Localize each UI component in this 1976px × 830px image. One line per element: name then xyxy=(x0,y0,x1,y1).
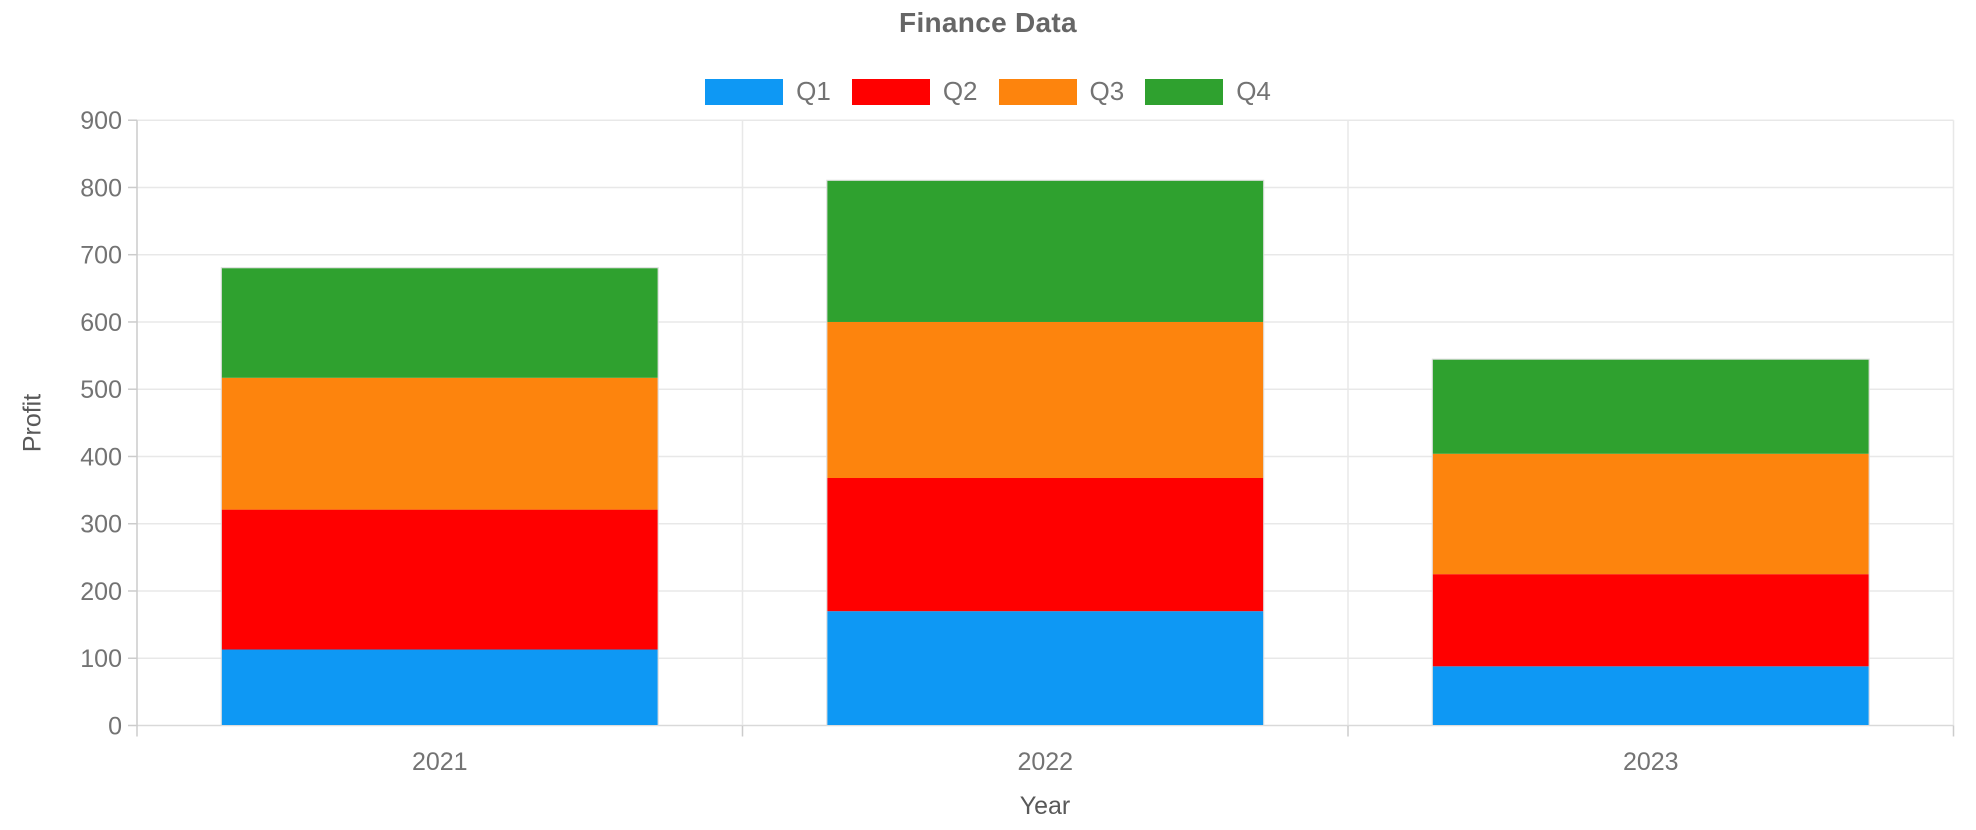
x-category-label-2023: 2023 xyxy=(1623,748,1679,776)
y-tick-label: 200 xyxy=(80,578,122,606)
legend-swatch-q1 xyxy=(705,78,784,105)
bar-outline-2022 xyxy=(826,179,1265,727)
y-tick-label: 600 xyxy=(80,309,122,337)
y-tick-label: 900 xyxy=(80,107,122,135)
y-tick-label: 300 xyxy=(80,511,122,539)
y-tick-label: 700 xyxy=(80,242,122,270)
bar-segment-2023-q1[interactable] xyxy=(1432,666,1869,726)
chart-title: Finance Data xyxy=(899,7,1077,38)
legend-swatch-q3 xyxy=(998,78,1077,105)
legend: Q1 Q2 Q3 Q4 xyxy=(0,76,1976,107)
y-tick-label: 800 xyxy=(80,174,122,202)
legend-swatch-q2 xyxy=(851,78,930,105)
bar-segment-2021-q1[interactable] xyxy=(221,649,658,726)
bar-segment-2021-q3[interactable] xyxy=(221,377,658,510)
bar-segment-2023-q4[interactable] xyxy=(1432,359,1869,454)
legend-item-q3[interactable]: Q3 xyxy=(998,76,1125,107)
legend-item-q1[interactable]: Q1 xyxy=(705,76,831,107)
legend-label: Q3 xyxy=(1089,76,1125,106)
y-tick-label: 0 xyxy=(108,713,122,741)
legend-label: Q4 xyxy=(1236,76,1271,106)
x-axis-title: Year xyxy=(1019,792,1071,820)
bar-segment-2023-q2[interactable] xyxy=(1432,574,1869,667)
y-tick-label: 100 xyxy=(80,645,122,673)
y-tick-label: 400 xyxy=(80,443,122,471)
bar-segment-2023-q3[interactable] xyxy=(1432,453,1869,575)
x-category-label-2021: 2021 xyxy=(412,748,468,776)
legend-item-q4[interactable]: Q4 xyxy=(1145,76,1271,107)
bar-segment-2022-q3[interactable] xyxy=(827,321,1264,478)
legend-swatch-q4 xyxy=(1145,78,1224,105)
bar-segment-2022-q1[interactable] xyxy=(827,611,1264,726)
bar-outline-2023 xyxy=(1431,358,1870,726)
y-tick-label: 500 xyxy=(80,376,122,404)
legend-label: Q1 xyxy=(796,76,831,106)
x-category-label-2022: 2022 xyxy=(1017,748,1073,776)
bar-segment-2022-q4[interactable] xyxy=(827,180,1264,322)
legend-label: Q2 xyxy=(942,76,978,106)
bar-segment-2022-q2[interactable] xyxy=(827,477,1264,612)
legend-item-q2[interactable]: Q2 xyxy=(851,76,978,107)
bar-segment-2021-q2[interactable] xyxy=(221,509,658,650)
bar-outline-2021 xyxy=(220,267,659,726)
bar-segment-2021-q4[interactable] xyxy=(221,268,658,378)
